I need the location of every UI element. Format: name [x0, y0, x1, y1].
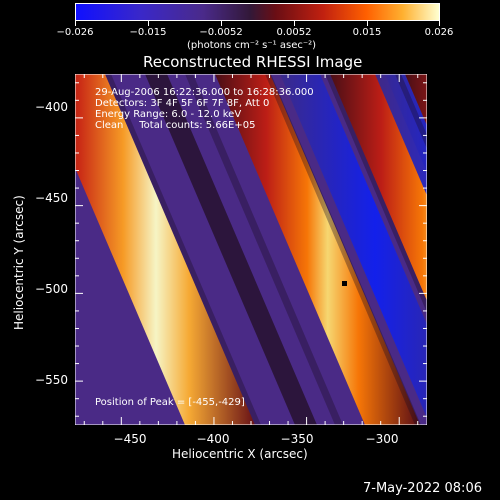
energy-range-info: Energy Range: 6.0 - 12.0 keV	[95, 109, 242, 120]
colorbar-tick-label: 0.026	[424, 27, 454, 38]
colorbar-tick-label: 0.015	[352, 27, 382, 38]
dark-streak	[325, 74, 427, 313]
footer-date: 7-May-2022 08:06	[363, 481, 482, 496]
colorbar-tick-label: −0.015	[129, 27, 167, 38]
dark-streak	[395, 74, 427, 149]
detectors-info: Detectors: 3F 4F 5F 6F 7F 8F, Att 0	[95, 98, 270, 109]
colorbar-tick-label: −0.026	[56, 27, 94, 38]
colorbar-ticks	[0, 21, 500, 27]
peak-marker	[342, 281, 347, 286]
y-tick-label: −400	[35, 100, 68, 114]
colorbar-units: (photons cm⁻² s⁻¹ asec⁻²)	[187, 40, 317, 51]
x-tick-label: −300	[365, 432, 399, 446]
dark-streak	[265, 74, 421, 425]
x-tick-label: −350	[280, 432, 314, 446]
x-tick-label: −450	[113, 432, 147, 446]
peak-position-label: Position of Peak = [-455,-429]	[95, 397, 245, 408]
colorbar-tick-label: −0.0052	[199, 27, 243, 38]
colorbar-tick-label: 0.0052	[276, 27, 312, 38]
dark-streak	[105, 74, 261, 425]
y-tick-label: −450	[35, 191, 68, 205]
total-counts-info: Clean Total counts: 5.66E+05	[95, 120, 256, 131]
colorbar	[75, 3, 440, 21]
dark-streak	[185, 74, 343, 425]
x-tick-label: −400	[196, 432, 230, 446]
bright-band	[75, 74, 255, 425]
chart-title: Reconstructed RHESSI Image	[143, 53, 363, 71]
y-tick-label: −550	[35, 373, 68, 387]
y-tick-label: −500	[35, 282, 68, 296]
observation-date: 29-Aug-2006 16:22:36.000 to 16:28:36.000	[95, 87, 314, 98]
dark-band	[145, 74, 317, 425]
bright-band	[405, 74, 427, 126]
y-axis-label: Heliocentric Y (arcsec)	[12, 195, 26, 330]
negative-band	[280, 74, 427, 418]
bright-band	[215, 74, 420, 425]
heatmap-image	[75, 74, 427, 425]
negative-band	[375, 74, 427, 196]
x-axis-label: Heliocentric X (arcsec)	[172, 447, 308, 461]
